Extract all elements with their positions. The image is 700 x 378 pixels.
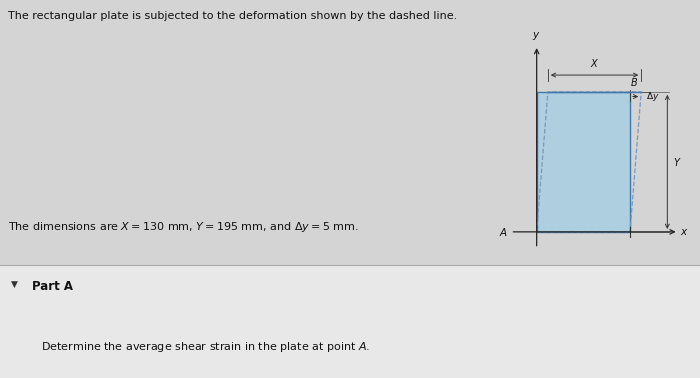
Text: ▼: ▼ <box>11 280 18 289</box>
Text: The dimensions are $X = 130$ mm, $Y = 195$ mm, and $\Delta y = 5$ mm.: The dimensions are $X = 130$ mm, $Y = 19… <box>8 220 359 234</box>
Text: $B$: $B$ <box>630 76 638 88</box>
Text: Part A: Part A <box>32 280 74 293</box>
Text: $A$: $A$ <box>499 226 508 238</box>
Text: $X$: $X$ <box>590 57 599 68</box>
Text: $y$: $y$ <box>533 30 541 42</box>
Text: $Y$: $Y$ <box>673 156 682 168</box>
Bar <box>0 265 700 378</box>
Bar <box>0 0 700 265</box>
Text: The rectangular plate is subjected to the deformation shown by the dashed line.: The rectangular plate is subjected to th… <box>8 11 458 21</box>
Text: $\Delta y$: $\Delta y$ <box>646 90 659 103</box>
Polygon shape <box>537 92 630 232</box>
Text: $x$: $x$ <box>680 227 689 237</box>
Text: Determine the average shear strain in the plate at point $A$.: Determine the average shear strain in th… <box>41 340 370 354</box>
